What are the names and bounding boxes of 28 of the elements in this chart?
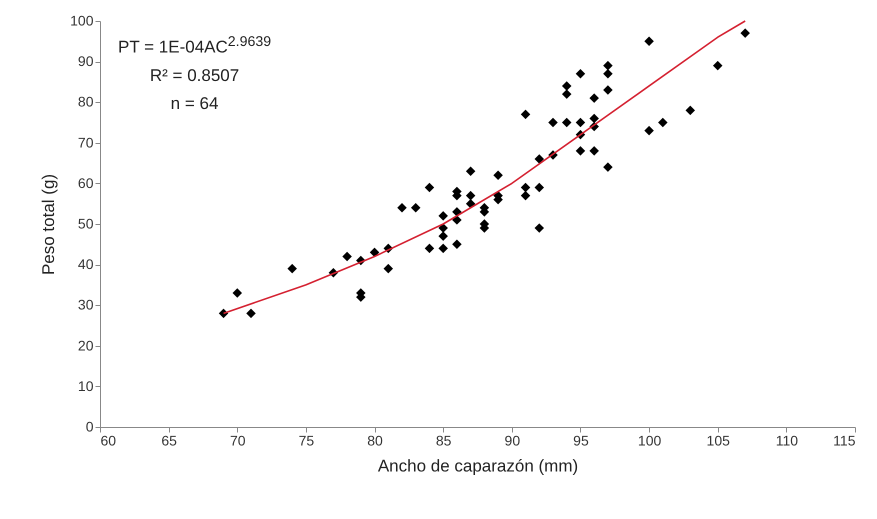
y-tick-label: 40 [78,256,94,272]
y-tick-label: 10 [78,378,94,394]
x-tick-label: 70 [230,432,246,448]
x-tick-label: 95 [573,432,589,448]
x-tick-label: 110 [776,432,798,448]
y-tick-label: 80 [78,94,94,110]
x-tick-label: 100 [638,432,662,448]
y-tick-label: 90 [78,53,94,70]
y-tick-label: 30 [78,296,94,313]
y-tick-label: 20 [78,337,94,354]
x-tick-label: 85 [436,432,452,448]
annotation: PT = 1E-04AC$^{2.9639}$ [118,33,272,59]
x-axis-title: Ancho de caparazón (mm) [378,456,578,476]
x-tick-label: 75 [298,432,314,448]
y-tick-label: 0 [86,418,94,434]
y-tick-label: 50 [78,216,94,232]
annotation: R² = 0.8507 [148,64,240,87]
x-tick-label: 60 [100,432,116,448]
annotation: n = 64 [170,92,220,115]
y-tick-label: 100 [70,12,94,28]
x-tick-label: 80 [367,432,384,448]
x-tick-label: 90 [504,432,520,448]
y-axis-title: Peso total (g) [39,174,58,276]
x-tick-label: 115 [833,432,856,448]
y-tick-label: 70 [78,134,94,150]
y-tick-label: 60 [78,174,94,191]
x-tick-label: 65 [161,432,178,448]
x-tick-label: 105 [706,432,730,448]
